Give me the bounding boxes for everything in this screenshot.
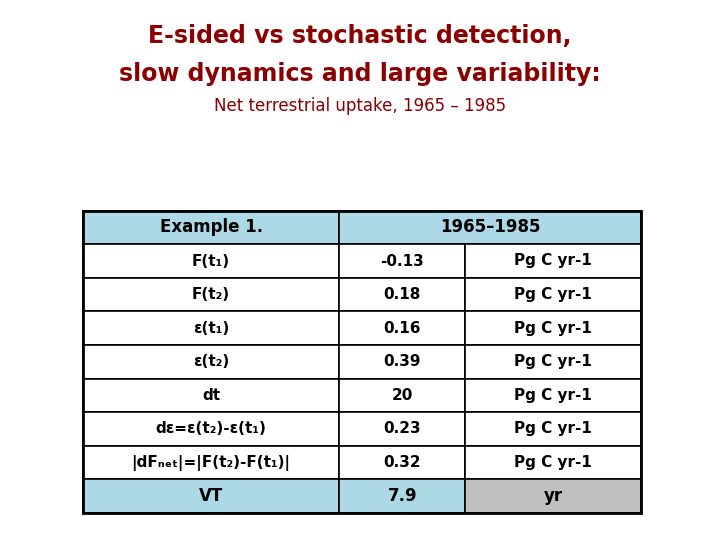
Bar (465, 446, 641, 480)
Bar (465, 278, 641, 312)
Bar (83, 211, 340, 244)
Bar (340, 278, 465, 312)
Text: ε(t₂): ε(t₂) (193, 354, 229, 369)
Text: ε(t₁): ε(t₁) (193, 321, 229, 336)
Bar (465, 244, 641, 278)
Bar (465, 345, 641, 379)
Text: F(t₁): F(t₁) (192, 253, 230, 268)
Text: slow dynamics and large variability:: slow dynamics and large variability: (119, 62, 601, 86)
Text: Pg C yr-1: Pg C yr-1 (514, 287, 592, 302)
Text: -0.13: -0.13 (380, 253, 424, 268)
Text: 0.39: 0.39 (384, 354, 421, 369)
Bar (340, 412, 465, 446)
Text: Pg C yr-1: Pg C yr-1 (514, 455, 592, 470)
Bar (83, 278, 340, 312)
Bar (83, 480, 340, 513)
Bar (83, 446, 340, 480)
Bar (465, 312, 641, 345)
Text: dt: dt (202, 388, 220, 403)
Bar (340, 345, 465, 379)
Text: Pg C yr-1: Pg C yr-1 (514, 422, 592, 436)
Text: dε=ε(t₂)-ε(t₁): dε=ε(t₂)-ε(t₁) (156, 422, 266, 436)
Text: Net terrestrial uptake, 1965 – 1985: Net terrestrial uptake, 1965 – 1985 (214, 97, 506, 115)
Text: 0.18: 0.18 (384, 287, 421, 302)
Text: Pg C yr-1: Pg C yr-1 (514, 321, 592, 336)
Bar (465, 379, 641, 412)
Bar (340, 480, 465, 513)
Text: E-sided vs stochastic detection,: E-sided vs stochastic detection, (148, 24, 572, 48)
Bar (83, 345, 340, 379)
Text: Example 1.: Example 1. (160, 218, 263, 237)
Text: |dFₙₑₜ|=|F(t₂)-F(t₁)|: |dFₙₑₜ|=|F(t₂)-F(t₁)| (132, 455, 291, 470)
Text: 7.9: 7.9 (387, 487, 417, 505)
Bar (340, 312, 465, 345)
Text: Pg C yr-1: Pg C yr-1 (514, 354, 592, 369)
Bar (83, 379, 340, 412)
Text: 1965–1985: 1965–1985 (440, 218, 541, 237)
Text: 20: 20 (392, 388, 413, 403)
Text: Pg C yr-1: Pg C yr-1 (514, 388, 592, 403)
Text: yr: yr (544, 487, 562, 505)
Bar (340, 244, 465, 278)
Text: Pg C yr-1: Pg C yr-1 (514, 253, 592, 268)
Bar (83, 412, 340, 446)
Text: 0.32: 0.32 (384, 455, 421, 470)
Bar (465, 412, 641, 446)
Bar (83, 244, 340, 278)
Bar (340, 446, 465, 480)
Text: VT: VT (199, 487, 223, 505)
Bar (340, 211, 641, 244)
Text: F(t₂): F(t₂) (192, 287, 230, 302)
Bar (83, 312, 340, 345)
Bar (340, 379, 465, 412)
Text: 0.23: 0.23 (384, 422, 421, 436)
Text: 0.16: 0.16 (384, 321, 421, 336)
Bar (465, 480, 641, 513)
